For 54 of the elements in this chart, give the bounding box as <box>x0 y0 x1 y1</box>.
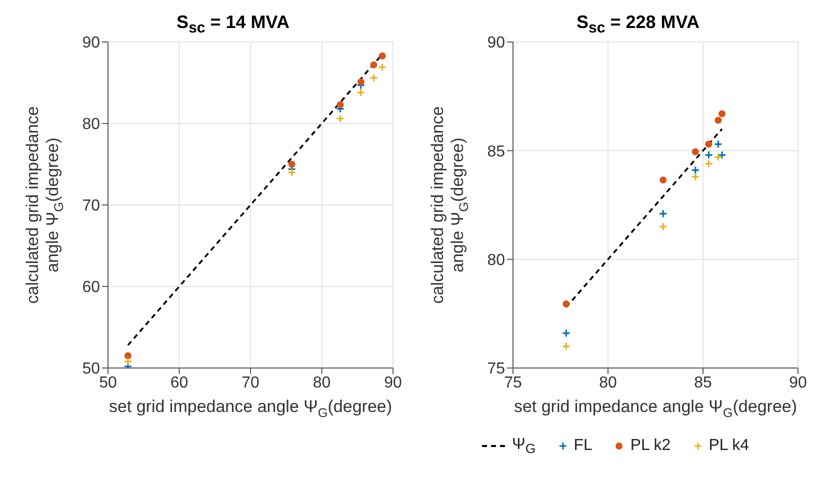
point <box>378 62 387 72</box>
x-tick-label: 50 <box>99 374 117 392</box>
x-tick-label: 75 <box>504 374 522 392</box>
point <box>704 150 713 160</box>
point <box>562 342 570 351</box>
point <box>378 52 386 60</box>
legend-label: FL <box>574 437 592 456</box>
point <box>336 114 345 123</box>
point <box>356 88 366 97</box>
y-tick-label: 70 <box>82 198 100 215</box>
point <box>124 357 132 366</box>
point <box>370 61 378 68</box>
chart-title: S$_{sc}$ = 228 MVA <box>576 12 700 37</box>
y-tick-label: 50 <box>82 360 100 378</box>
x-tick-label: 90 <box>384 374 402 392</box>
point <box>691 166 700 175</box>
x-axis-title: set grid impedance angle Ψ$_{G}$(degree) <box>108 397 392 420</box>
y-tick-label: 60 <box>82 279 100 296</box>
point <box>691 172 700 182</box>
y-tick-label: 75 <box>487 360 506 378</box>
point <box>562 328 570 338</box>
point <box>714 152 722 162</box>
y-tick-label: 80 <box>82 116 100 134</box>
point <box>714 140 722 148</box>
point <box>704 159 713 168</box>
legend-label: PL k2 <box>630 437 671 456</box>
point <box>336 101 344 108</box>
point <box>124 352 132 360</box>
point <box>692 148 699 156</box>
x-tick-label: 80 <box>312 374 331 392</box>
point <box>369 74 378 82</box>
y-tick-label: 80 <box>487 252 506 270</box>
point <box>705 140 712 148</box>
point <box>658 222 668 232</box>
y-tick-label: 90 <box>487 34 506 52</box>
point <box>288 160 296 168</box>
point <box>288 168 296 177</box>
y-tick-label: 85 <box>487 143 506 160</box>
point <box>718 110 726 118</box>
chart-title: S$_{sc}$ = 14 MVA <box>176 12 290 37</box>
y-tick-label: 90 <box>82 34 100 52</box>
x-axis-title: set grid impedance angle Ψ$_{G}$(degree) <box>514 397 798 420</box>
x-tick-label: 80 <box>599 374 617 392</box>
legend-label: Ψ$_{G}$ <box>512 436 536 456</box>
point <box>357 78 364 86</box>
x-tick-label: 85 <box>694 374 712 392</box>
legend-label: PL k4 <box>708 437 750 456</box>
point <box>562 300 570 308</box>
point <box>658 209 668 218</box>
point <box>714 116 722 124</box>
x-tick-label: 90 <box>789 374 807 392</box>
x-tick-label: 60 <box>170 374 188 392</box>
point <box>660 176 667 184</box>
x-tick-label: 70 <box>242 374 260 392</box>
